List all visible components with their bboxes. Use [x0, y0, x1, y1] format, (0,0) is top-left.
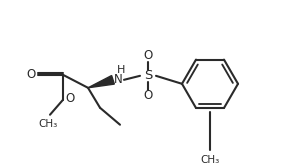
Text: O: O: [26, 68, 36, 81]
Text: CH₃: CH₃: [38, 119, 58, 129]
Text: O: O: [143, 89, 153, 102]
Text: S: S: [144, 69, 152, 82]
Text: N: N: [114, 73, 122, 86]
Text: O: O: [65, 92, 75, 105]
Text: H: H: [117, 65, 125, 75]
Text: CH₃: CH₃: [200, 155, 220, 165]
Text: O: O: [143, 49, 153, 62]
Polygon shape: [88, 76, 114, 88]
